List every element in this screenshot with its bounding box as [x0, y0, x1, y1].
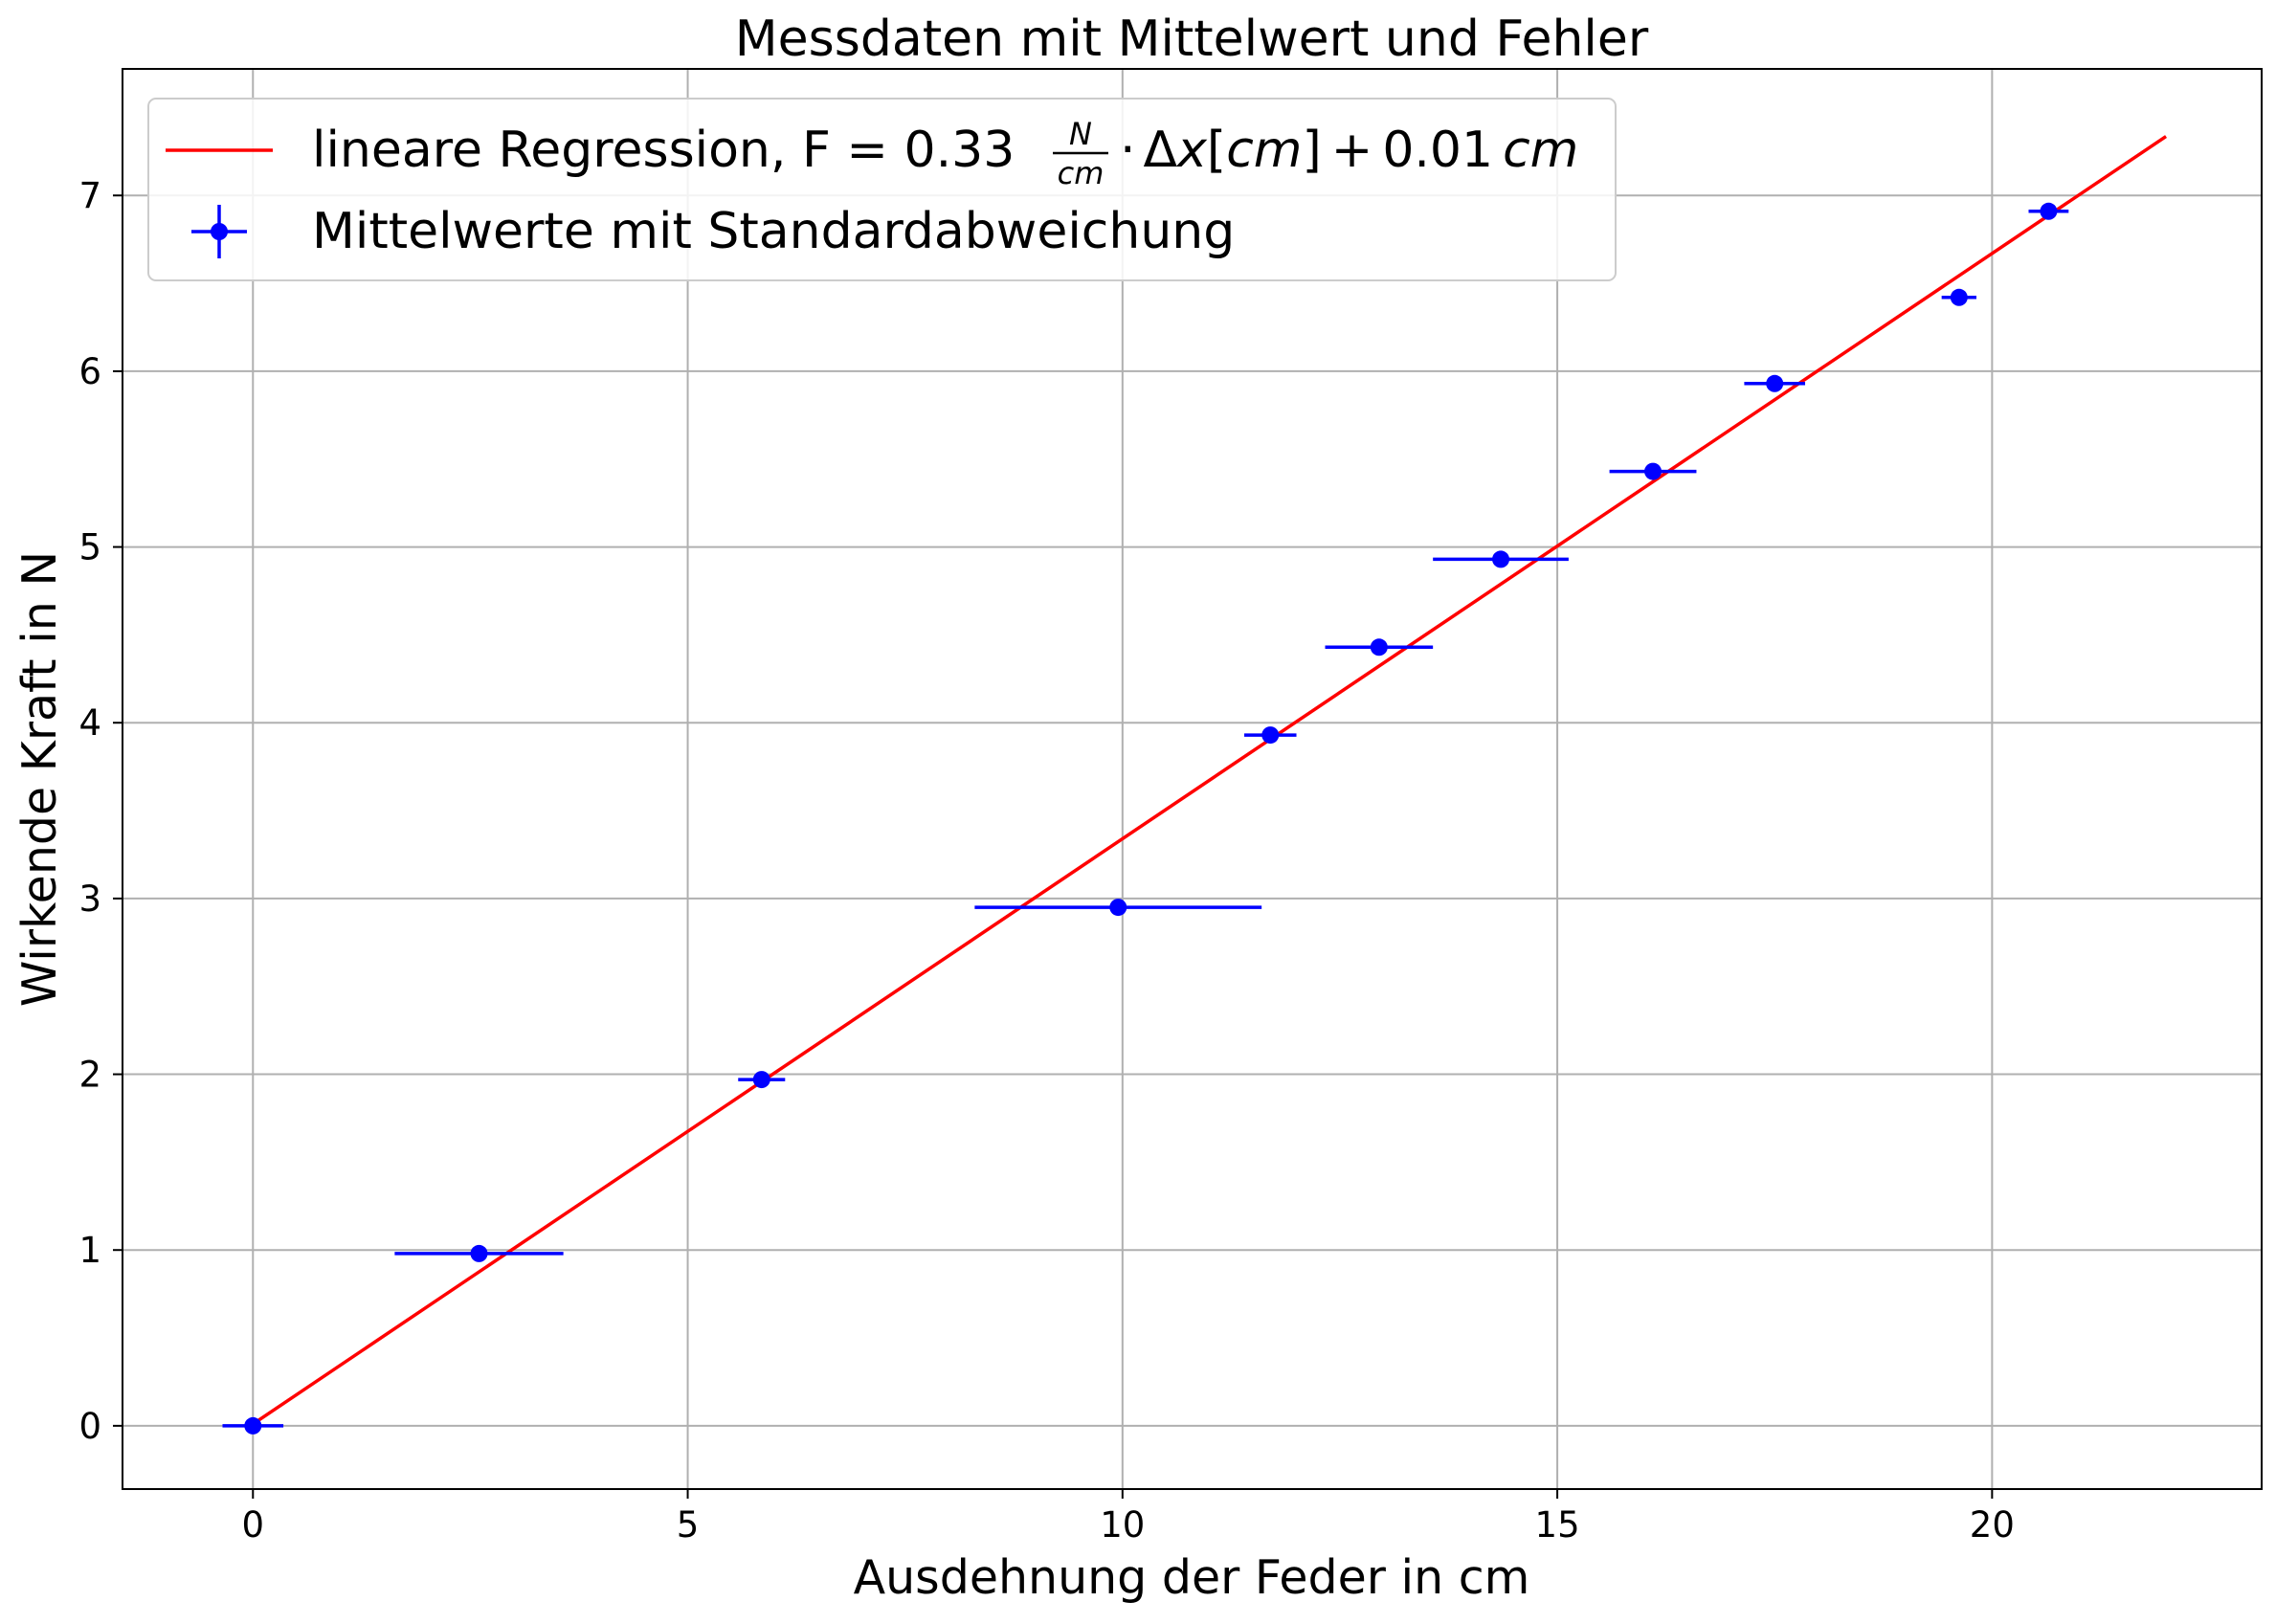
- legend-errorbar-swatch-marker: [211, 223, 228, 240]
- legend-lbr: [: [1207, 122, 1226, 179]
- legend-regression-prefix: lineare Regression, F = 0.33: [312, 122, 1015, 179]
- x-axis-label: Ausdehnung der Feder in cm: [854, 1550, 1530, 1605]
- legend-plus: +: [1331, 122, 1373, 179]
- plot-area: [123, 69, 2262, 1489]
- legend-unit: cm: [1226, 122, 1302, 179]
- data-point-group: [222, 1416, 284, 1435]
- data-point-group: [1433, 550, 1569, 568]
- legend-const-unit: cm: [1503, 122, 1578, 179]
- data-point: [1109, 899, 1127, 917]
- y-tick-label: 0: [78, 1406, 101, 1447]
- data-point: [1950, 288, 1968, 306]
- data-point-group: [1744, 374, 1806, 392]
- data-point: [1370, 638, 1388, 656]
- legend-var: x: [1175, 122, 1208, 179]
- data-point-group: [1609, 462, 1697, 480]
- x-tick-label: 0: [242, 1504, 265, 1546]
- legend-fraction-denominator: cm: [1058, 155, 1105, 191]
- data-point: [244, 1416, 262, 1435]
- x-tick-label: 15: [1535, 1504, 1580, 1546]
- y-tick-label: 2: [78, 1055, 101, 1096]
- data-point: [470, 1244, 488, 1262]
- y-axis-label: Wirkende Kraft in N: [12, 551, 67, 1007]
- legend-dot: ·: [1120, 122, 1136, 179]
- grid: [123, 69, 2262, 1489]
- data-point-group: [394, 1244, 564, 1262]
- legend-const: 0.01: [1382, 122, 1493, 179]
- data-point: [1644, 462, 1662, 480]
- x-tick-label: 20: [1970, 1504, 2015, 1546]
- legend-delta: Δ: [1144, 122, 1178, 179]
- data-points: [222, 202, 2069, 1435]
- y-tick-label: 7: [78, 175, 101, 216]
- data-point: [1261, 726, 1280, 745]
- data-point: [1766, 374, 1784, 392]
- chart-title: Messdaten mit Mittelwert und Fehler: [735, 11, 1649, 68]
- y-tick-label: 5: [78, 527, 101, 568]
- data-point-group: [738, 1071, 786, 1089]
- data-point-group: [1941, 288, 1976, 306]
- y-tick-label: 3: [78, 879, 101, 920]
- data-point: [1492, 550, 1510, 568]
- data-point: [752, 1071, 770, 1089]
- y-tick-label: 1: [78, 1230, 101, 1271]
- data-point-group: [974, 899, 1262, 917]
- y-axis-ticks: 0 1 2 3 4 5 6 7: [78, 175, 123, 1447]
- legend-box: [147, 98, 1617, 281]
- legend-regression-formula: · Δx[cm] +0.01 cm: [1120, 122, 1578, 179]
- legend-rbr: ]: [1302, 122, 1321, 179]
- legend: lineare Regression, F = 0.33 N cm · Δx[cm…: [147, 98, 1617, 281]
- regression-line: [252, 135, 2168, 1426]
- x-axis-ticks: 0 5 10 15 20: [242, 1489, 2015, 1546]
- y-tick-label: 6: [78, 351, 101, 392]
- x-tick-label: 5: [677, 1504, 700, 1546]
- legend-regression-label: lineare Regression, F = 0.33: [312, 122, 1015, 179]
- plot-frame: [122, 68, 2263, 1490]
- regression-layer: [252, 135, 2168, 1426]
- data-point: [2040, 202, 2058, 220]
- x-tick-label: 10: [1100, 1504, 1145, 1546]
- legend-fraction-numerator: N: [1069, 116, 1092, 152]
- y-tick-label: 4: [78, 702, 101, 744]
- data-point-group: [2028, 202, 2069, 220]
- data-point-group: [1325, 638, 1434, 656]
- legend-errorbar-label: Mittelwerte mit Standardabweichung: [312, 203, 1235, 260]
- data-point-group: [1244, 726, 1297, 745]
